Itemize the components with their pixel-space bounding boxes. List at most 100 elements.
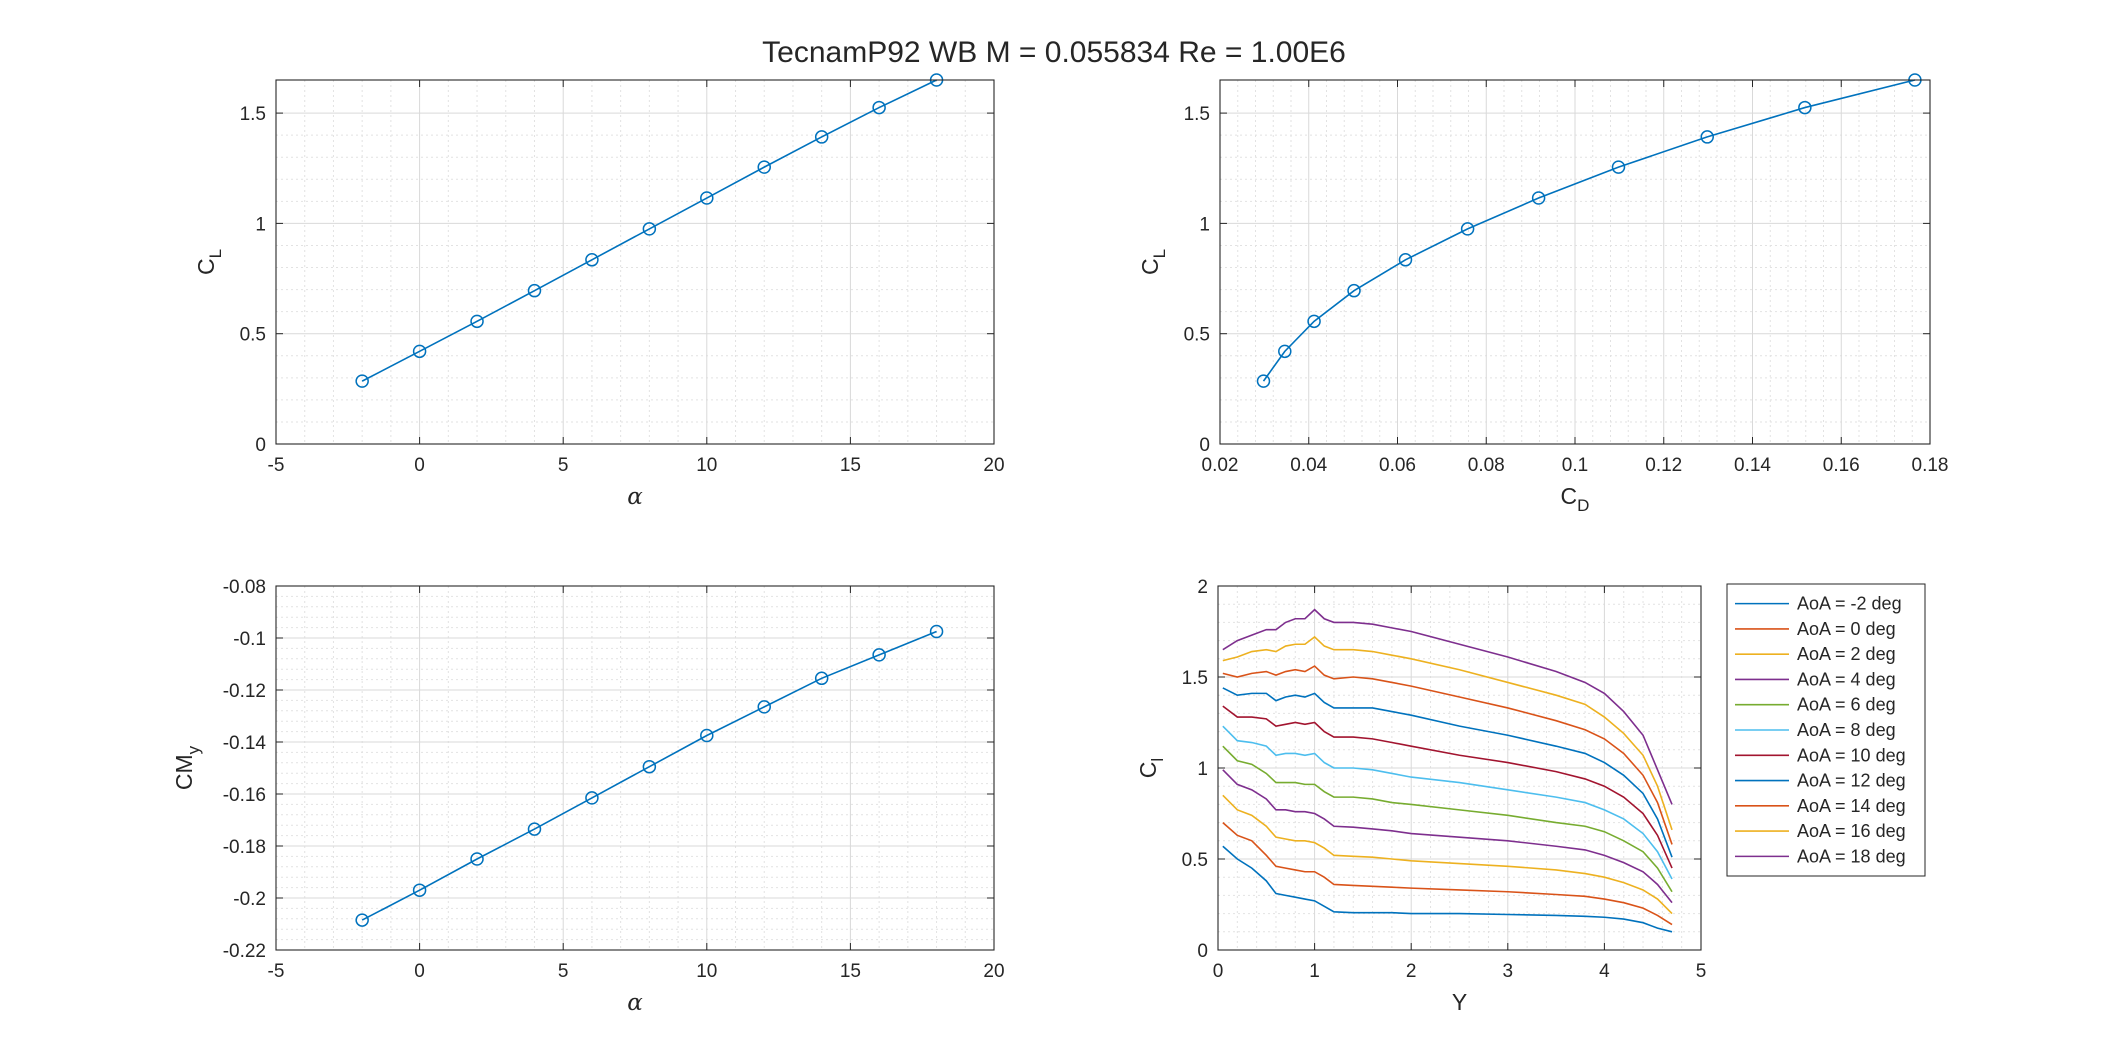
x-axis-label: α: [627, 990, 643, 1016]
data-point: [700, 191, 714, 205]
figure-title: TecnamP92 WB M = 0.055834 Re = 1.00E6: [762, 36, 1346, 69]
legend-label: AoA = 2 deg: [1797, 644, 1896, 664]
series-line-0: [1222, 845, 1673, 933]
y-tick-label: -0.1: [233, 629, 266, 650]
y-tick-label: 0: [1199, 435, 1210, 456]
x-tick-label: 15: [840, 961, 861, 982]
y-tick-label: 1: [1197, 759, 1208, 780]
data-point: [814, 130, 829, 144]
data-point: [872, 648, 886, 662]
x-tick-label: 5: [1696, 961, 1707, 982]
legend-item: AoA = 6 deg: [1735, 695, 1896, 715]
y-tick-label: -0.18: [223, 837, 266, 858]
data-point: [1278, 344, 1292, 359]
data-point: [527, 283, 542, 298]
legend-item: AoA = 16 deg: [1735, 821, 1906, 841]
data-point: [1256, 374, 1271, 388]
plot-area: [276, 80, 994, 444]
data-point: [929, 624, 944, 639]
y-tick-label: 0: [1197, 941, 1208, 962]
data-point: [412, 344, 427, 359]
legend: AoA = -2 deg AoA = 0 deg AoA = 2 deg AoA = …: [1726, 583, 1926, 877]
legend-label: AoA = -2 deg: [1797, 594, 1902, 614]
x-tick-label: 10: [696, 455, 717, 476]
series-line-2: [1222, 794, 1673, 915]
legend-label: AoA = 16 deg: [1797, 821, 1906, 841]
series-line-10: [1222, 608, 1673, 805]
x-tick-label: 0: [1213, 961, 1224, 982]
y-tick-label: 1.5: [1184, 104, 1210, 125]
data-point: [1611, 160, 1626, 174]
y-tick-label: -0.2: [233, 889, 266, 910]
data-point: [1798, 100, 1812, 115]
data-point: [642, 222, 657, 236]
legend-item: AoA = 0 deg: [1735, 619, 1896, 639]
x-tick-label: 0.02: [1202, 455, 1239, 476]
series-line-8: [1222, 665, 1673, 845]
data-point: [527, 822, 542, 836]
plot-area: [276, 586, 994, 950]
legend-item: AoA = 14 deg: [1735, 796, 1906, 816]
x-tick-label: 10: [696, 961, 717, 982]
data-point: [1700, 130, 1714, 144]
data-point: [355, 374, 369, 388]
series-line-0: [1262, 79, 1916, 382]
data-point: [1531, 191, 1546, 205]
data-point: [585, 253, 599, 267]
y-tick-label: -0.08: [223, 577, 266, 598]
y-tick-label: 1.5: [240, 104, 266, 125]
x-tick-label: 1: [1309, 961, 1320, 982]
y-axis-label: CL: [193, 249, 225, 275]
x-tick-label: 5: [558, 961, 569, 982]
y-tick-label: -0.16: [223, 785, 266, 806]
data-point: [412, 883, 427, 897]
subplot-cm-alpha: -5 0 5 10 15 20 -0.22 -0.2 -0.18 -0.16 -0.14 -0.12 -…: [171, 577, 1005, 1016]
y-tick-label: 2: [1197, 577, 1208, 598]
x-tick-label: 0.1: [1562, 455, 1588, 476]
x-tick-label: 0.08: [1468, 455, 1505, 476]
series-line-9: [1222, 635, 1673, 831]
axes-frame: [275, 79, 995, 445]
subplot-cl-span: 0 1 2 3 4 5 0 0.5 1 1.5 2 Y Cl AoA = -2 deg AoA = 0 de…: [1135, 577, 1926, 1015]
legend-label: AoA = 4 deg: [1797, 669, 1896, 689]
y-tick-label: -0.22: [223, 941, 266, 962]
x-tick-label: 0.04: [1290, 455, 1327, 476]
legend-item: AoA = 12 deg: [1735, 771, 1906, 791]
x-tick-label: 0: [414, 961, 425, 982]
y-tick-label: 1.5: [1182, 668, 1208, 689]
series-line-5: [1222, 725, 1673, 880]
data-point: [1398, 253, 1413, 267]
subplot-cl-cd: 0.02 0.04 0.06 0.08 0.1 0.12 0.14 0.16 0.18 0 0.5 1…: [1137, 73, 1948, 515]
x-tick-label: 15: [840, 455, 861, 476]
data-point: [642, 759, 657, 774]
x-tick-label: 2: [1406, 961, 1417, 982]
legend-item: AoA = 2 deg: [1735, 644, 1896, 664]
x-tick-label: 20: [983, 961, 1004, 982]
series-line-0: [361, 630, 937, 921]
data-point: [872, 100, 886, 115]
y-axis-label: CMy: [171, 745, 203, 790]
x-tick-label: 20: [983, 455, 1004, 476]
x-tick-label: 5: [558, 455, 569, 476]
y-tick-label: 0.5: [1184, 325, 1210, 346]
y-axis-label: CL: [1137, 249, 1169, 275]
data-point: [814, 671, 829, 686]
x-tick-label: 3: [1503, 961, 1514, 982]
x-tick-label: 4: [1599, 961, 1610, 982]
legend-label: AoA = 12 deg: [1797, 771, 1906, 791]
y-tick-label: 0.5: [240, 325, 266, 346]
data-point: [355, 913, 369, 927]
legend-item: AoA = 18 deg: [1735, 846, 1906, 866]
x-axis-label: CD: [1561, 483, 1590, 515]
y-tick-label: -0.14: [223, 733, 267, 754]
y-tick-label: 1: [1199, 214, 1210, 235]
x-tick-label: 0.12: [1645, 455, 1682, 476]
data-point: [1307, 314, 1321, 329]
x-tick-label: -5: [268, 455, 285, 476]
series-line-7: [1222, 687, 1673, 858]
legend-item: AoA = 4 deg: [1735, 669, 1896, 689]
x-tick-label: 0.14: [1734, 455, 1771, 476]
axes-frame: [275, 585, 995, 951]
legend-label: AoA = 14 deg: [1797, 796, 1906, 816]
